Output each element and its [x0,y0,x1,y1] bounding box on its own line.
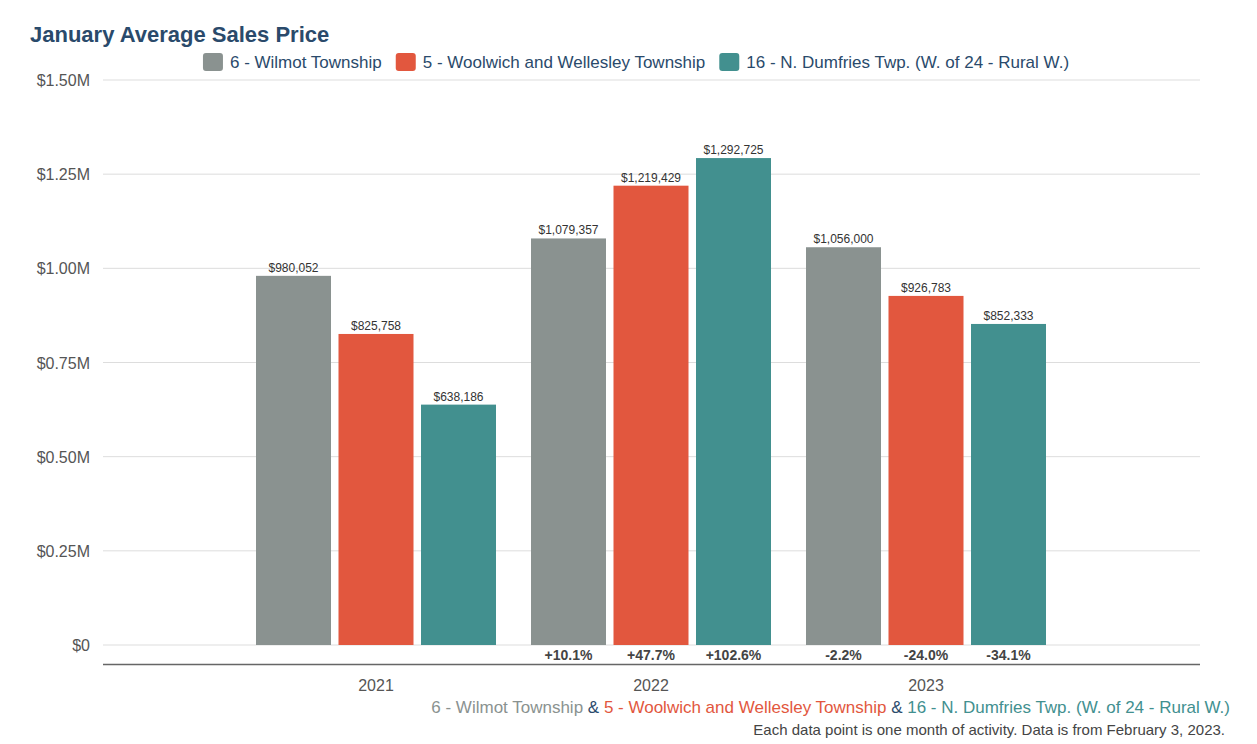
bar [339,334,414,645]
bar [256,276,331,645]
bars [256,158,1046,645]
bar [889,296,964,645]
bar [696,158,771,645]
legend-swatch [396,53,416,71]
y-tick-label: $1.50M [37,72,90,89]
x-tick-label: 2022 [633,677,669,694]
data-label: $638,186 [433,390,483,404]
caption-joiner: & [886,698,907,717]
legend-swatch [719,53,739,71]
change-label: -34.1% [986,647,1031,663]
bar [614,186,689,645]
x-axis-line [103,664,1200,666]
legend: 6 - Wilmot Township 5 - Woolwich and Well… [203,53,1069,72]
data-label: $852,333 [983,309,1033,323]
data-label: $825,758 [351,319,401,333]
x-tick-label: 2021 [358,677,394,694]
caption-series: 16 - N. Dumfries Twp. (W. of 24 - Rural … [907,698,1230,717]
legend-label: 6 - Wilmot Township [230,53,382,72]
data-label: $1,079,357 [538,223,598,237]
grid-line [103,80,1200,81]
bar [806,247,881,645]
change-label: +47.7% [627,647,675,663]
y-tick-label: $0.50M [37,449,90,466]
data-label: $1,219,429 [621,171,681,185]
x-tick-label: 2023 [908,677,944,694]
bar [421,405,496,645]
legend-swatch [203,53,223,71]
note: Each data point is one month of activity… [753,721,1225,738]
chart: January Average Sales Price 6 - Wilmot To… [0,0,1257,744]
data-label: $1,292,725 [703,143,763,157]
y-tick-label: $1.25M [37,166,90,183]
data-label: $926,783 [901,281,951,295]
change-label: +102.6% [706,647,762,663]
caption-series: 6 - Wilmot Township [431,698,583,717]
legend-label: 5 - Woolwich and Wellesley Township [423,53,706,72]
y-tick-label: $0.75M [37,355,90,372]
change-label: -2.2% [825,647,862,663]
caption-series: 5 - Woolwich and Wellesley Township [604,698,887,717]
bar [971,324,1046,645]
data-label: $980,052 [268,261,318,275]
title: January Average Sales Price [30,22,329,47]
caption: 6 - Wilmot Township & 5 - Woolwich and W… [431,698,1230,717]
y-tick-label: $0.25M [37,543,90,560]
data-label: $1,056,000 [813,232,873,246]
legend-label: 16 - N. Dumfries Twp. (W. of 24 - Rural … [746,53,1069,72]
change-label: +10.1% [545,647,593,663]
y-tick-label: $0 [72,637,90,654]
y-tick-label: $1.00M [37,260,90,277]
bar [531,238,606,645]
caption-joiner: & [583,698,604,717]
change-label: -24.0% [904,647,949,663]
